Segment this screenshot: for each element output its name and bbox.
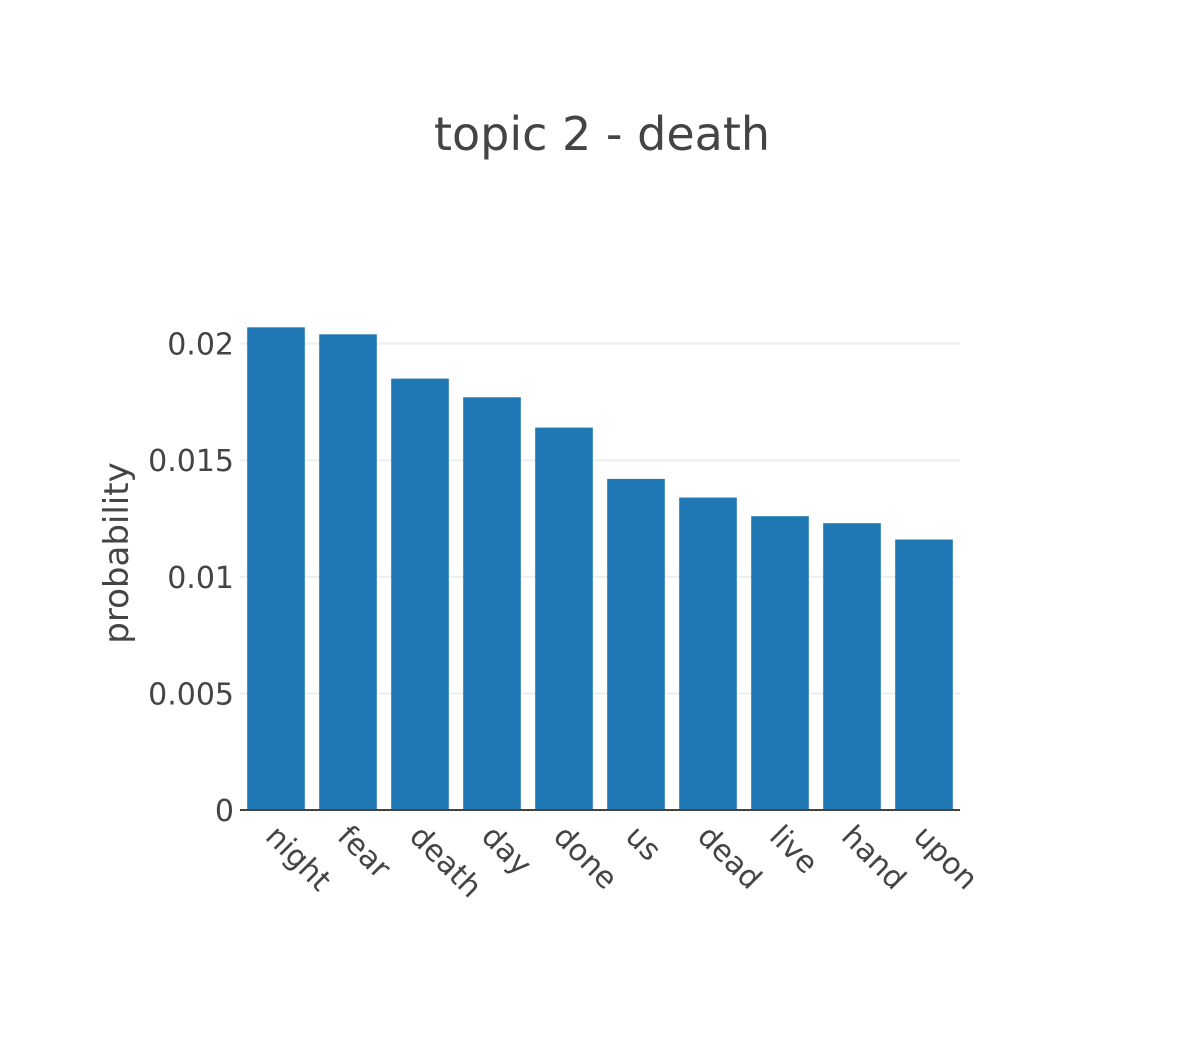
bar-fear [319,334,377,810]
bar-dead [679,497,737,810]
x-tick-label: dead [690,819,768,897]
bar-death [391,378,449,810]
x-tick-label: death [402,819,488,905]
bar-done [535,427,593,810]
x-tick-label: done [546,819,624,897]
x-tick-label: day [474,819,538,883]
x-tick-label: upon [906,819,984,897]
x-tick-label: live [762,819,824,881]
bar-upon [895,539,953,810]
y-axis-title: probability [97,462,137,643]
x-tick-label: night [258,819,337,898]
bars [247,327,953,810]
y-tick-label: 0.015 [148,444,234,479]
bar-hand [823,523,881,810]
y-tick-label: 0.005 [148,677,234,712]
chart-title: topic 2 - death [434,107,770,161]
x-tick-label: hand [834,819,912,897]
y-tick-label: 0.02 [167,328,234,363]
bar-day [463,397,521,810]
y-tick-label: 0.01 [167,561,234,596]
y-tick-labels: 0 0.005 0.01 0.015 0.02 [148,328,234,829]
bar-us [607,478,665,810]
x-tick-label: us [618,819,667,868]
x-tick-label: fear [330,819,397,886]
bar-night [247,327,305,810]
y-tick-label: 0 [215,794,234,829]
bar-live [751,516,809,810]
